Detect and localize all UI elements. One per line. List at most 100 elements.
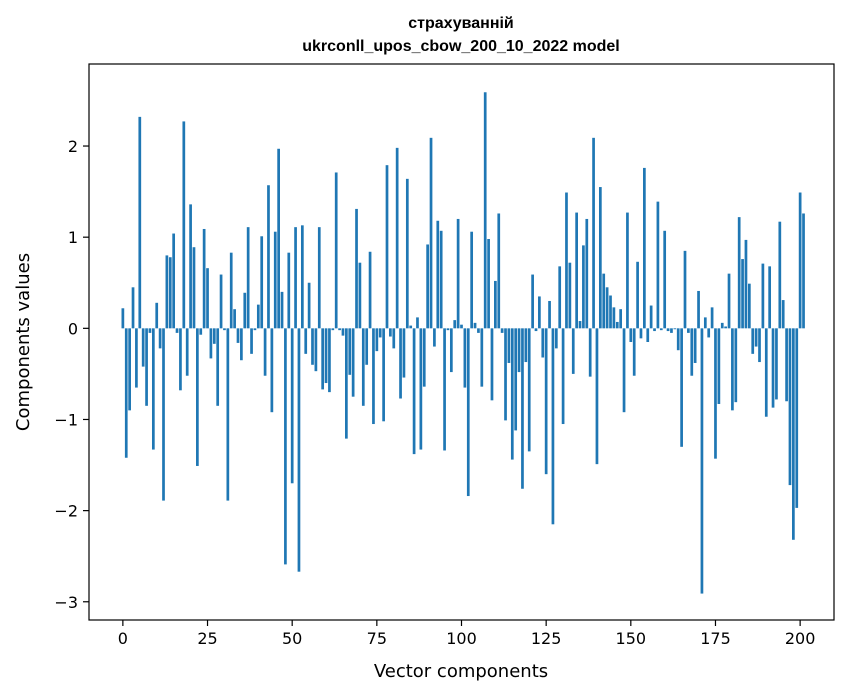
- y-tick-label: 2: [68, 137, 78, 156]
- bar-87: [416, 317, 419, 329]
- bar-75: [375, 328, 379, 352]
- bar-61: [328, 328, 331, 393]
- bar-133: [571, 328, 575, 374]
- bar-112: [500, 328, 504, 333]
- bar-136: [582, 245, 585, 329]
- bar-52: [297, 328, 301, 572]
- bar-187: [754, 328, 758, 347]
- bar-132: [568, 262, 572, 329]
- bar-183: [741, 259, 744, 329]
- bar-91: [429, 137, 433, 329]
- bar-22: [196, 328, 199, 466]
- bar-165: [680, 328, 683, 447]
- bar-43: [267, 185, 270, 329]
- bar-1: [124, 328, 128, 458]
- bar-158: [656, 201, 660, 329]
- bar-50: [290, 328, 294, 484]
- bar-60: [324, 328, 328, 384]
- bar-89: [422, 328, 426, 387]
- bar-149: [626, 212, 629, 329]
- bar-152: [636, 261, 639, 329]
- bar-86: [412, 328, 416, 455]
- bar-131: [565, 192, 568, 329]
- bar-13: [165, 255, 169, 329]
- bar-33: [233, 309, 236, 329]
- bar-90: [426, 244, 429, 329]
- bar-156: [649, 305, 653, 329]
- bar-15: [172, 233, 176, 329]
- x-tick-label: 100: [446, 629, 477, 648]
- bar-117: [517, 328, 521, 373]
- bar-178: [724, 326, 727, 329]
- bar-25: [206, 268, 209, 329]
- bar-26: [209, 328, 213, 359]
- bar-48: [284, 328, 287, 565]
- bar-113: [504, 328, 507, 421]
- bar-177: [720, 322, 724, 329]
- bar-150: [629, 328, 633, 342]
- bar-68: [351, 328, 355, 397]
- bar-6: [141, 328, 145, 367]
- bar-168: [690, 328, 694, 376]
- bar-125: [544, 328, 548, 475]
- bar-64: [338, 328, 341, 331]
- bar-172: [703, 317, 707, 329]
- bar-16: [175, 328, 179, 333]
- bar-163: [673, 328, 677, 330]
- bar-148: [622, 328, 626, 413]
- bar-200: [798, 192, 802, 329]
- bar-175: [714, 328, 717, 459]
- bar-189: [761, 263, 765, 329]
- x-tick-label: 75: [367, 629, 387, 648]
- bar-92: [433, 328, 436, 347]
- bar-78: [385, 165, 389, 329]
- bar-141: [598, 187, 602, 329]
- bar-126: [548, 300, 551, 329]
- bar-21: [192, 247, 196, 329]
- bar-57: [314, 328, 318, 372]
- bar-99: [456, 218, 460, 329]
- y-tick-label: −3: [54, 593, 78, 612]
- bar-180: [731, 328, 734, 411]
- bar-35: [240, 328, 243, 361]
- bar-18: [182, 121, 186, 329]
- bar-55: [307, 282, 311, 329]
- bar-114: [507, 328, 511, 363]
- bar-107: [483, 92, 487, 329]
- bar-128: [554, 328, 558, 349]
- bars-group: [121, 92, 805, 594]
- bar-82: [399, 328, 402, 399]
- bar-30: [223, 328, 226, 331]
- bar-120: [527, 328, 531, 452]
- bar-129: [558, 266, 562, 329]
- x-tick-label: 50: [282, 629, 302, 648]
- bar-104: [473, 322, 477, 329]
- bar-160: [663, 230, 667, 329]
- bar-96: [446, 328, 450, 331]
- bar-97: [449, 328, 453, 373]
- bar-127: [551, 328, 555, 525]
- bar-65: [341, 328, 345, 336]
- bar-93: [436, 220, 440, 329]
- bar-153: [639, 328, 643, 339]
- bar-170: [697, 290, 700, 329]
- bar-66: [345, 328, 348, 439]
- y-tick-label: −1: [54, 410, 78, 429]
- bar-11: [158, 328, 162, 349]
- chart-title-line1: страхуванній: [408, 15, 514, 32]
- bar-36: [243, 292, 247, 329]
- bar-186: [751, 328, 755, 354]
- bar-46: [277, 148, 280, 329]
- bar-166: [683, 250, 687, 329]
- bar-193: [775, 328, 778, 400]
- bar-109: [490, 328, 494, 401]
- bar-85: [409, 325, 413, 329]
- bar-14: [168, 257, 172, 329]
- bar-106: [480, 328, 484, 387]
- bar-196: [785, 328, 788, 402]
- bar-188: [758, 328, 761, 363]
- bar-135: [578, 321, 582, 329]
- y-axis-label: Components values: [13, 253, 34, 431]
- bar-121: [531, 274, 534, 329]
- bar-2: [128, 328, 131, 411]
